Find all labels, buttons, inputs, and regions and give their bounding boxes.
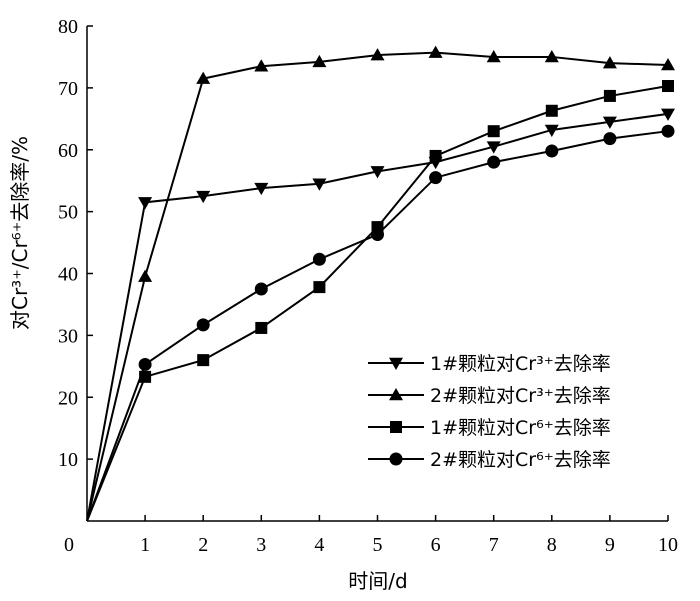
triangle-down-marker <box>661 108 675 121</box>
triangle-up-marker <box>389 388 403 401</box>
y-ticks: 10 20 30 40 50 60 70 80 <box>58 16 93 471</box>
legend-item: 2#颗粒对Cr⁶⁺去除率 <box>368 449 611 471</box>
triangle-up-marker <box>370 48 385 61</box>
legend-item: 2#颗粒对Cr³⁺去除率 <box>368 385 611 407</box>
legend-label: 1#颗粒对Cr³⁺去除率 <box>430 353 611 375</box>
triangle-down-marker <box>196 190 211 204</box>
triangle-up-marker <box>602 56 617 69</box>
y-tick-label: 30 <box>58 325 78 347</box>
circle-marker <box>196 318 210 332</box>
triangle-down-marker <box>544 124 559 137</box>
square-marker <box>545 104 558 117</box>
x-ticks: 0 1 2 3 4 5 6 7 8 9 10 <box>64 515 678 556</box>
x-tick-label: 1 <box>140 534 150 556</box>
triangle-down-marker <box>312 178 327 191</box>
triangle-up-marker <box>661 57 675 71</box>
square-marker <box>662 80 674 93</box>
x-tick-label: 7 <box>489 534 499 556</box>
y-axis-title: 对Cr³⁺/Cr⁶⁺去除率/% <box>8 136 32 330</box>
triangle-down-marker <box>602 116 617 129</box>
x-axis-title: 时间/d <box>348 569 407 593</box>
square-marker <box>487 125 500 138</box>
circle-marker <box>371 228 384 242</box>
square-marker <box>197 354 210 367</box>
series-group <box>86 45 675 522</box>
series-4 <box>86 124 675 522</box>
triangle-up-marker <box>138 269 153 282</box>
square-marker <box>603 89 616 102</box>
x-tick-label: 2 <box>198 534 208 556</box>
y-tick-label: 80 <box>58 16 78 38</box>
triangle-up-marker <box>254 59 269 72</box>
triangle-up-marker <box>428 45 443 58</box>
triangle-up-marker <box>312 54 327 68</box>
x-tick-label: 0 <box>64 534 74 556</box>
triangle-up-marker <box>196 71 211 84</box>
y-tick-label: 20 <box>58 387 78 409</box>
square-marker <box>313 281 326 294</box>
legend-item: 1#颗粒对Cr³⁺去除率 <box>368 353 611 375</box>
x-tick-label: 4 <box>314 534 324 556</box>
series-2 <box>86 45 675 522</box>
square-marker <box>390 421 402 433</box>
triangle-up-marker <box>486 49 501 63</box>
y-tick-label: 60 <box>58 140 78 162</box>
circle-marker <box>661 124 675 138</box>
x-tick-label: 3 <box>256 534 266 556</box>
circle-marker <box>545 144 559 158</box>
circle-marker <box>138 357 152 371</box>
legend: 1#颗粒对Cr³⁺去除率 2#颗粒对Cr³⁺去除率 1#颗粒对Cr⁶⁺去除率 2#颗粒… <box>368 353 611 471</box>
x-tick-label: 5 <box>373 534 383 556</box>
triangle-down-marker <box>254 182 269 196</box>
triangle-down-marker <box>486 141 501 154</box>
circle-marker <box>389 452 403 466</box>
circle-marker <box>429 171 443 185</box>
square-marker <box>255 321 268 334</box>
legend-label: 2#颗粒对Cr³⁺去除率 <box>430 385 611 407</box>
circle-marker <box>312 252 326 266</box>
legend-item: 1#颗粒对Cr⁶⁺去除率 <box>368 417 611 439</box>
triangle-down-marker <box>370 166 385 179</box>
circle-marker <box>603 132 617 146</box>
circle-marker <box>254 282 268 296</box>
y-tick-label: 70 <box>58 78 78 100</box>
x-tick-label: 9 <box>605 534 615 556</box>
triangle-up-marker <box>544 49 559 63</box>
triangle-down-marker <box>138 197 153 210</box>
y-tick-label: 40 <box>58 264 78 286</box>
y-tick-label: 10 <box>58 449 78 471</box>
square-marker <box>429 149 442 162</box>
x-tick-label: 8 <box>547 534 557 556</box>
legend-label: 2#颗粒对Cr⁶⁺去除率 <box>430 449 611 471</box>
triangle-down-marker <box>389 357 403 370</box>
x-tick-label: 6 <box>431 534 441 556</box>
circle-marker <box>487 155 501 169</box>
legend-label: 1#颗粒对Cr⁶⁺去除率 <box>430 417 611 439</box>
x-tick-label: 10 <box>658 534 678 556</box>
y-tick-label: 50 <box>58 202 78 224</box>
